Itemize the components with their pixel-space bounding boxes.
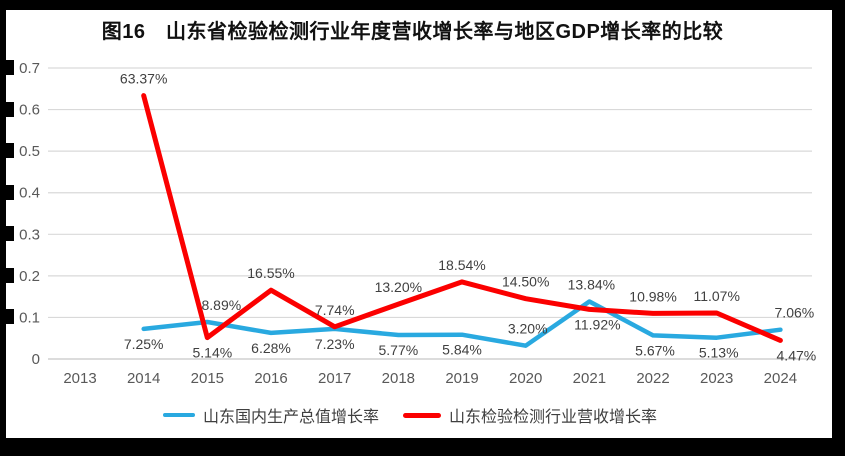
x-tick-label: 2023 <box>700 370 733 387</box>
y-tick-label: 0.7 <box>19 60 40 77</box>
data-label: 7.23% <box>315 336 355 352</box>
x-tick-label: 2019 <box>445 370 478 387</box>
scan-artifact-bottom-edge <box>0 438 845 456</box>
y-tick-label: 0.4 <box>19 185 40 202</box>
y-tick-label: 0.6 <box>19 102 40 119</box>
scan-artifact-left-tab <box>0 226 14 241</box>
legend-label-gdp: 山东国内生产总值增长率 <box>202 409 379 426</box>
scan-artifact-top-edge <box>0 0 845 10</box>
scan-artifact-left-tab <box>0 60 14 75</box>
scan-artifact-left-tab <box>0 185 14 200</box>
series-line-industry <box>141 93 783 343</box>
data-label: 5.14% <box>192 345 232 361</box>
data-label: 4.47% <box>777 347 817 363</box>
scan-artifact-left-tab <box>0 143 14 158</box>
data-label: 5.77% <box>378 342 418 358</box>
data-label: 63.37% <box>120 71 167 87</box>
data-label: 7.74% <box>315 302 355 318</box>
scan-artifact-right-edge <box>832 0 845 456</box>
scan-artifact-left-tab <box>0 268 14 283</box>
x-tick-label: 2018 <box>382 370 415 387</box>
y-tick-label: 0.2 <box>19 268 40 285</box>
x-tick-label: 2024 <box>764 370 797 387</box>
legend-item-industry: 山东检验检测行业营收增长率 <box>403 403 657 427</box>
data-label: 16.55% <box>247 265 294 281</box>
legend-item-gdp: 山东国内生产总值增长率 <box>162 403 379 427</box>
x-tick-label: 2014 <box>127 370 160 387</box>
chart-title: 图16 山东省检验检测行业年度营收增长率与地区GDP增长率的比较 <box>101 21 724 43</box>
data-label: 5.67% <box>635 342 675 358</box>
data-label: 13.20% <box>375 279 422 295</box>
data-label: 8.89% <box>201 297 241 313</box>
data-label: 11.07% <box>693 288 739 304</box>
legend-line-swatch-gdp <box>162 413 195 417</box>
data-label: 14.50% <box>502 274 549 290</box>
data-label: 10.98% <box>629 288 676 304</box>
data-label: 5.84% <box>442 342 482 358</box>
x-tick-label: 2013 <box>63 370 96 387</box>
y-tick-label: 0.5 <box>19 143 40 160</box>
data-label: 11.92% <box>574 316 620 332</box>
x-tick-label: 2020 <box>509 370 542 387</box>
data-label: 5.13% <box>699 345 739 361</box>
scan-artifact-left-tab <box>0 309 14 324</box>
series-line-gdp <box>141 299 783 348</box>
data-label: 3.20% <box>508 321 548 337</box>
legend-line-swatch-industry <box>403 412 441 418</box>
y-tick-label: 0 <box>32 351 40 368</box>
data-label: 7.06% <box>775 305 815 321</box>
data-label: 18.54% <box>438 257 485 273</box>
y-tick-label: 0.1 <box>19 309 40 326</box>
chart-legend: 山东国内生产总值增长率 山东检验检测行业营收增长率 <box>0 403 820 427</box>
x-tick-label: 2015 <box>191 370 224 387</box>
x-tick-label: 2017 <box>318 370 351 387</box>
data-label: 7.25% <box>124 336 164 352</box>
x-tick-label: 2021 <box>573 370 606 387</box>
data-label: 13.84% <box>568 276 615 292</box>
y-tick-label: 0.3 <box>19 226 40 243</box>
data-label: 6.28% <box>251 340 291 356</box>
scan-artifact-left-tab <box>0 102 14 117</box>
x-tick-label: 2016 <box>254 370 287 387</box>
legend-label-industry: 山东检验检测行业营收增长率 <box>449 409 658 426</box>
x-tick-label: 2022 <box>636 370 669 387</box>
